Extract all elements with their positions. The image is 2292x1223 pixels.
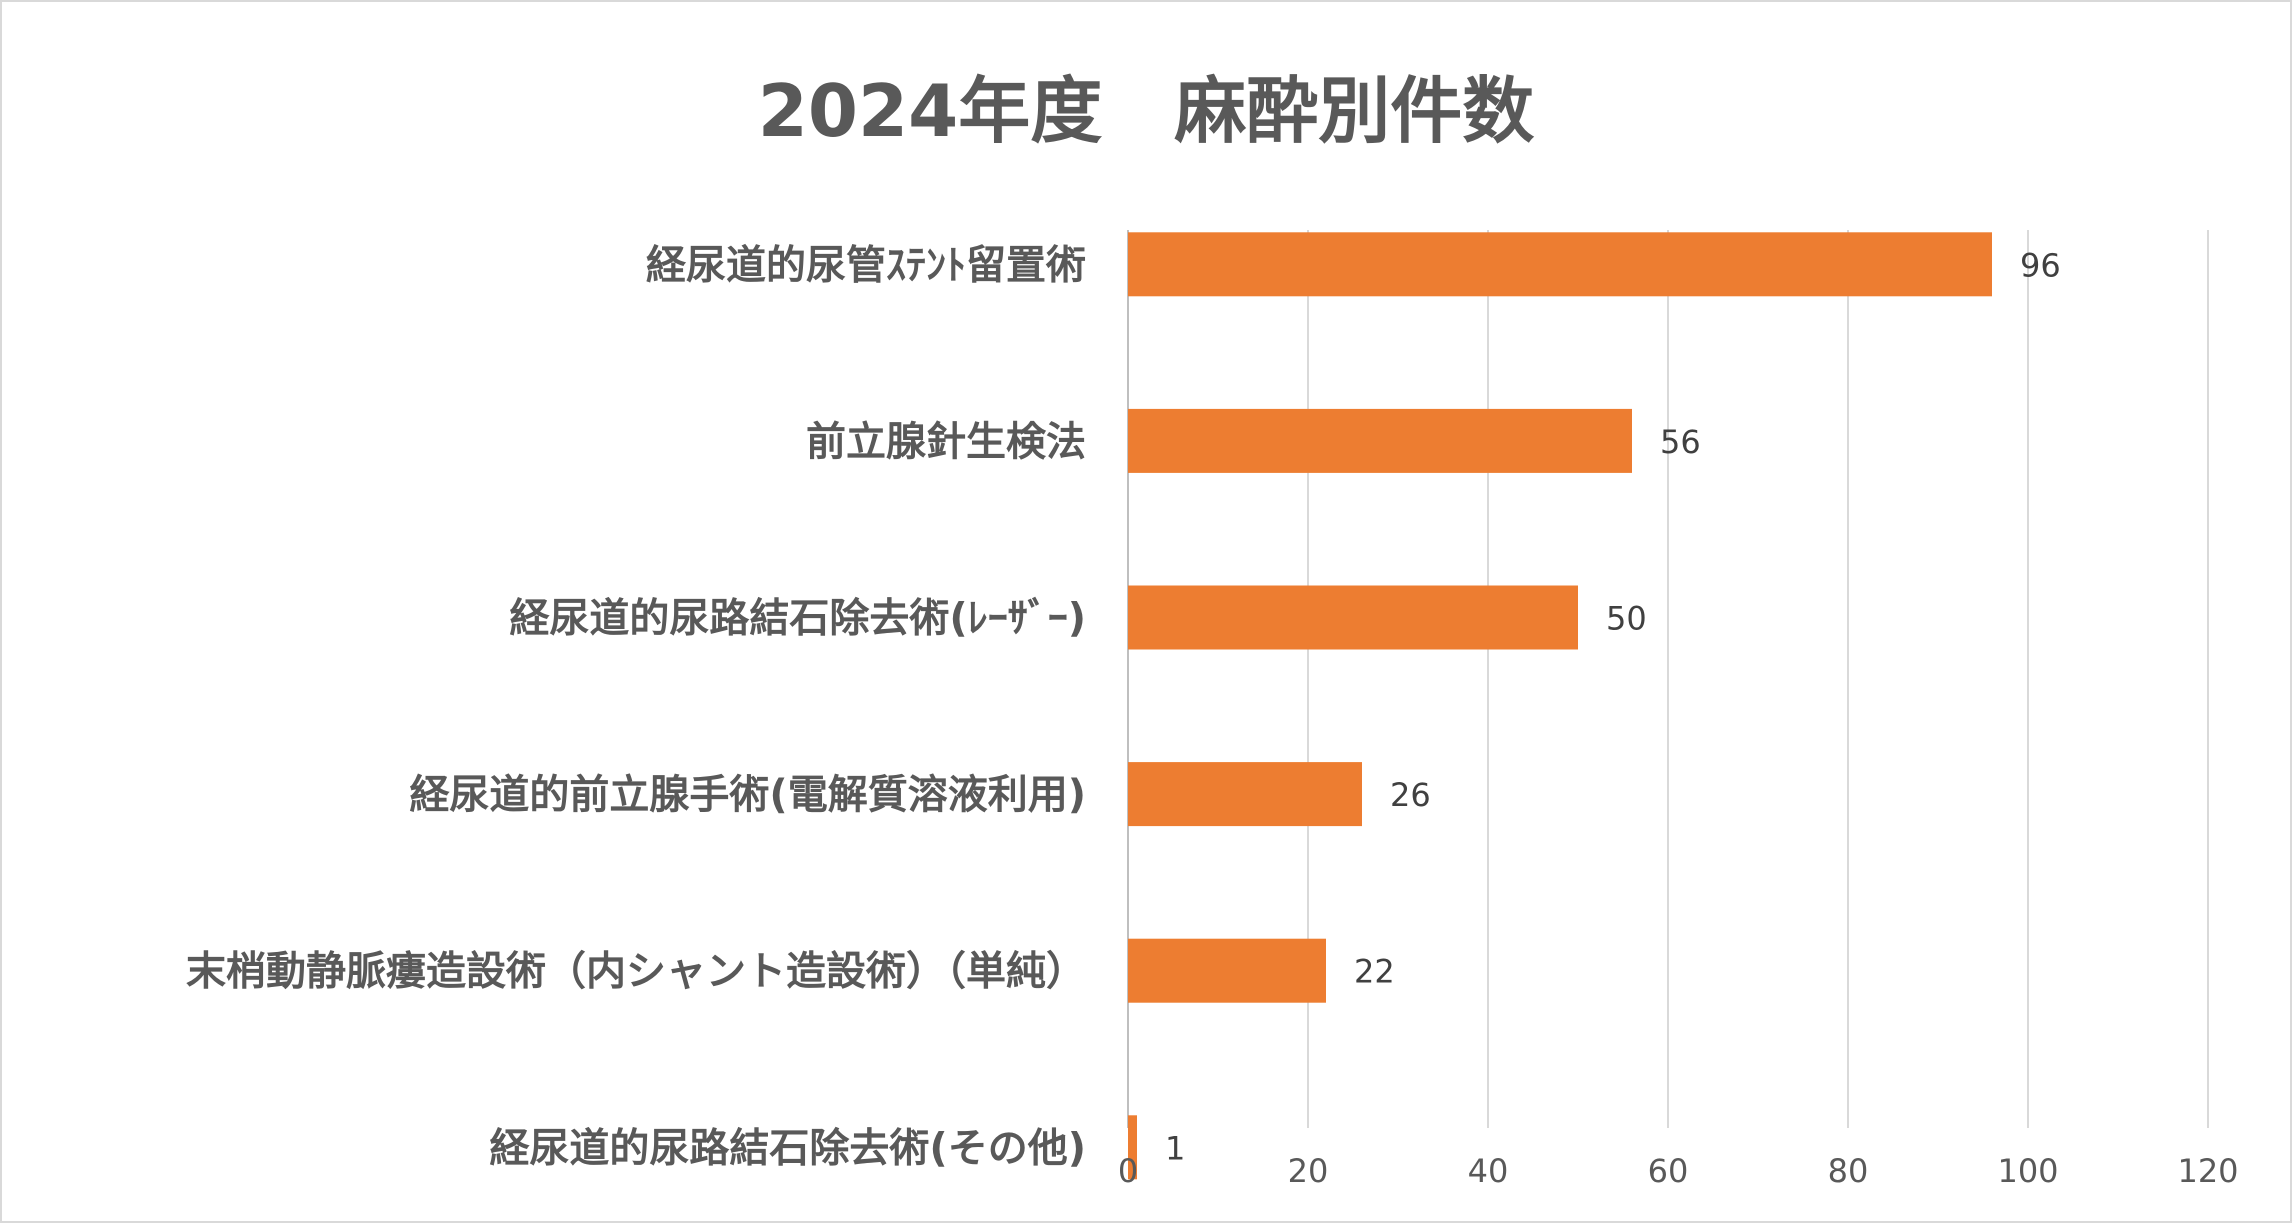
bar [1128,762,1362,827]
x-tick-label: 40 [1468,1152,1509,1190]
bar [1128,585,1578,650]
x-tick-label: 60 [1648,1152,1689,1190]
category-label: 経尿道的尿管ｽﾃﾝﾄ留置術 [646,242,1086,288]
x-tick-label: 120 [2177,1152,2238,1190]
category-label: 経尿道的前立腺手術(電解質溶液利用) [409,772,1086,818]
gridlines [1127,230,2209,1128]
x-tick-label: 20 [1288,1152,1329,1190]
chart-title: 2024年度 麻酔別件数 [758,69,1534,153]
data-label: 26 [1390,776,1431,814]
category-label: 経尿道的尿路結石除去術(ﾚｰｻﾞｰ) [509,596,1086,642]
data-label: 96 [2020,246,2061,284]
x-tick-label: 100 [1997,1152,2058,1190]
x-axis-ticks: 0 20 40 60 80 100 120 [1118,1152,2239,1190]
data-label: 22 [1354,953,1395,991]
data-label: 1 [1165,1129,1185,1167]
data-labels: 96 56 50 26 22 1 [1165,246,2061,1167]
bar [1128,232,1992,297]
data-label: 56 [1660,423,1701,461]
bar [1128,1115,1137,1180]
bar [1128,938,1326,1003]
bars [1128,232,1992,1180]
x-tick-label: 0 [1118,1152,1138,1190]
category-label: 末梢動静脈瘻造設術（内シャント造設術）（単純） [186,949,1086,995]
bar [1128,408,1632,473]
category-label: 前立腺針生検法 [806,419,1086,465]
data-label: 50 [1606,600,1647,638]
x-tick-label: 80 [1828,1152,1869,1190]
category-label: 経尿道的尿路結石除去術(その他) [489,1125,1086,1171]
